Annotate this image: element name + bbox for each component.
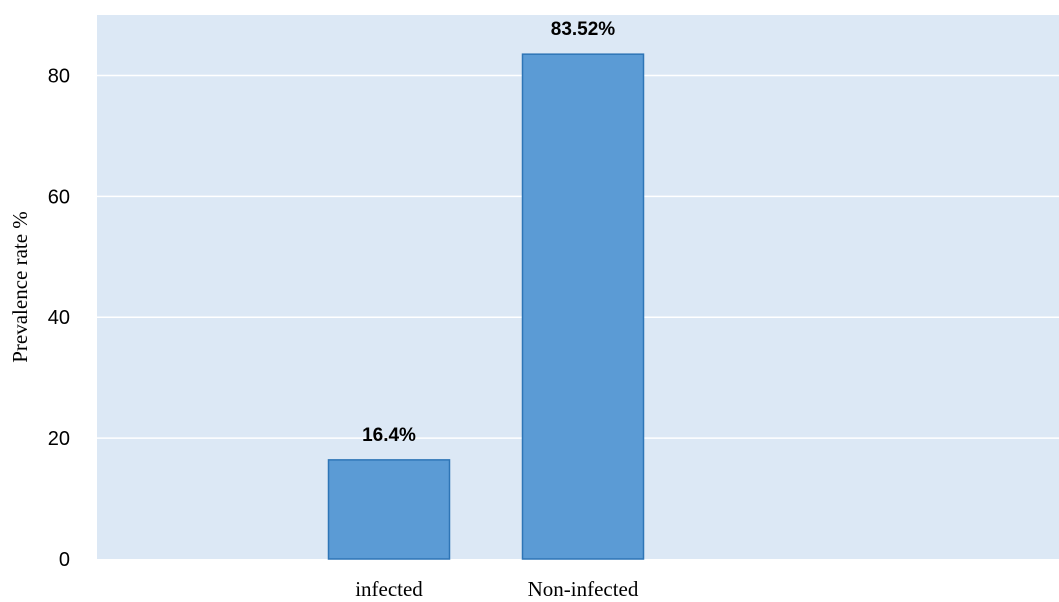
data-labels: 16.4% 83.52% [362,19,615,446]
y-tick-label: 0 [59,549,70,571]
y-tick-label: 40 [48,307,70,329]
x-tick-label: Non-infected [528,577,639,601]
bars [327,53,645,560]
data-label: 16.4% [362,425,416,446]
y-tick-label: 80 [48,65,70,87]
bar-non-infected [521,53,645,560]
x-tick-label: infected [355,577,423,601]
x-axis: infected Non-infected [355,577,639,601]
y-tick-label: 20 [48,428,70,450]
y-axis: 0 20 40 60 80 [48,65,70,571]
y-axis-title: Prevalence rate % [8,211,32,363]
y-tick-label: 60 [48,186,70,208]
bar-infected [327,459,451,560]
data-label: 83.52% [551,19,616,40]
